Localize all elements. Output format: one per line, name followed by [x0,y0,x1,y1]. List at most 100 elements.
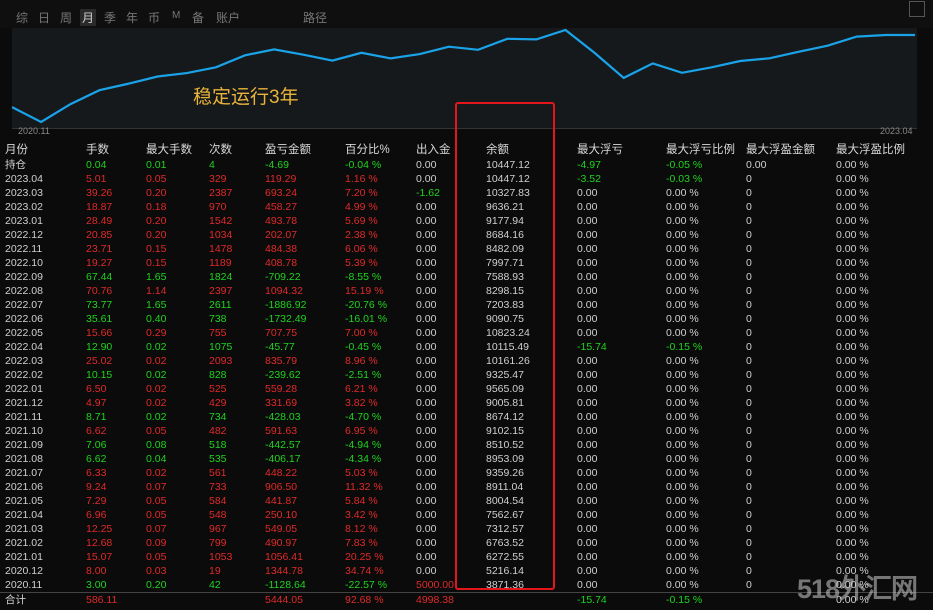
cell-deposit: 0.00 [416,369,437,381]
col-header-max-floating-profit-ratio[interactable]: 最大浮盈比例 [836,144,905,156]
tab-summary[interactable]: 综 [16,11,29,25]
cell-max-lots: 0.04 [146,453,167,465]
cell-balance: 9636.21 [486,201,524,213]
table-row[interactable]: 2023.04 5.01 0.05 329 119.29 1.16 % 0.00 10447.… [3,172,918,186]
tab-magic[interactable]: M [172,10,181,21]
table-row[interactable]: 2021.02 12.68 0.09 799 490.97 7.83 % 0.00 6763.… [3,536,918,550]
table-row[interactable]: 2022.12 20.85 0.20 1034 202.07 2.38 % 0.00 8684… [3,228,918,242]
table-row[interactable]: 2020.12 8.00 0.03 19 1344.78 34.74 % 0.00 5216.… [3,564,918,578]
cell-percent: 4.99 % [345,201,378,213]
path-label[interactable]: 路径 [303,11,328,25]
cell-max-floating-loss: 0.00 [577,523,598,535]
cell-lots: 5.01 [86,173,107,185]
cell-balance: 10161.26 [486,355,530,367]
table-row[interactable]: 2022.08 70.76 1.14 2397 1094.32 15.19 % 0.00 82… [3,284,918,298]
tab-day[interactable]: 日 [38,11,51,25]
cell-balance: 8911.04 [486,481,524,493]
table-row[interactable]: 2021.12 4.97 0.02 429 331.69 3.82 % 0.00 9005.8… [3,396,918,410]
table-row[interactable]: 2022.03 25.02 0.02 2093 835.79 8.96 % 0.00 1016… [3,354,918,368]
table-row[interactable]: 2022.07 73.77 1.65 2611 -1886.92 -20.76 % 0.00… [3,298,918,312]
table-row[interactable]: 2022.02 10.15 0.02 828 -239.62 -2.51 % 0.00 932… [3,368,918,382]
cell-max-floating-profit-ratio: 0.00 % [836,257,869,269]
cell-month: 2021.11 [5,411,43,423]
tab-quarter[interactable]: 季 [104,11,117,25]
cell-percent: 5.69 % [345,215,378,227]
col-header-balance[interactable]: 余额 [486,144,509,156]
cell-month: 2022.08 [5,285,43,297]
col-header-deposit[interactable]: 出入金 [416,144,451,156]
cell-max-floating-loss-ratio: 0.00 % [666,453,699,465]
table-row[interactable]: 2022.05 15.66 0.29 755 707.75 7.00 % 0.00 10823… [3,326,918,340]
cell-pnl: -1128.64 [265,579,306,591]
table-row[interactable]: 2022.10 19.27 0.15 1189 408.78 5.39 % 0.00 7997… [3,256,918,270]
cell-month: 持仓 [5,159,26,171]
cell-max-floating-loss: 0.00 [577,453,598,465]
tab-year[interactable]: 年 [126,11,139,25]
cell-max-floating-loss: 0.00 [577,565,598,577]
table-row[interactable]: 2023.03 39.26 0.20 2387 693.24 7.20 % -1.62 103… [3,186,918,200]
cell-max-floating-loss: 0.00 [577,355,598,367]
cell-max-floating-loss-ratio: 0.00 % [666,579,699,591]
cell-max-lots: 0.40 [146,313,167,325]
col-header-percent[interactable]: 百分比% [345,144,390,156]
tab-note[interactable]: 备 [192,11,205,25]
table-row[interactable]: 2022.04 12.90 0.02 1075 -45.77 -0.45 % 0.00 101… [3,340,918,354]
col-header-max-floating-profit[interactable]: 最大浮盈金额 [746,144,815,156]
cell-max-floating-profit-ratio: 0.00 % [836,579,869,591]
table-row[interactable]: 2020.11 3.00 0.20 42 -1128.64 -22.57 % 5000.00… [3,578,918,592]
cell-max-floating-loss: 0.00 [577,495,598,507]
col-header-pnl[interactable]: 盈亏金额 [265,144,311,156]
col-header-count[interactable]: 次数 [209,144,232,156]
table-row[interactable]: 2022.11 23.71 0.15 1478 484.38 6.06 % 0.00 8482… [3,242,918,256]
cell-deposit: 0.00 [416,551,437,563]
cell-max-floating-profit: 0 [746,229,752,241]
cell-deposit: 0.00 [416,453,437,465]
cell-balance: 8004.54 [486,495,524,507]
chart-start-label: 2020.11 [18,126,50,136]
table-row[interactable]: 2021.09 7.06 0.08 518 -442.57 -4.94 % 0.00 8510… [3,438,918,452]
col-header-max-lots[interactable]: 最大手数 [146,144,192,156]
cell-deposit: 0.00 [416,299,437,311]
table-row[interactable]: 2021.10 6.62 0.05 482 591.63 6.95 % 0.00 9102.1… [3,424,918,438]
table-row[interactable]: 持仓 0.04 0.01 4 -4.69 -0.04 % 0.00 10447.12 -4.97… [3,158,918,172]
table-row[interactable]: 2021.07 6.33 0.02 561 448.22 5.03 % 0.00 9359.2… [3,466,918,480]
table-row[interactable]: 2021.04 6.96 0.05 548 250.10 3.42 % 0.00 7562.6… [3,508,918,522]
cell-max-floating-loss-ratio: 0.00 % [666,495,699,507]
cell-max-floating-loss-ratio: 0.00 % [666,439,699,451]
tab-week[interactable]: 周 [60,11,73,25]
window-box-icon[interactable] [909,1,925,17]
table-row[interactable]: 2022.06 35.61 0.40 738 -1732.49 -16.01 % 0.00 9… [3,312,918,326]
table-row[interactable]: 2023.01 28.49 0.20 1542 493.78 5.69 % 0.00 9177… [3,214,918,228]
cell-month: 2021.04 [5,509,43,521]
col-header-max-floating-loss-ratio[interactable]: 最大浮亏比例 [666,144,735,156]
cell-max-floating-loss: 0.00 [577,509,598,521]
table-row[interactable]: 2021.05 7.29 0.05 584 441.87 5.84 % 0.00 8004.5… [3,494,918,508]
balance-highlight-box [455,102,555,590]
table-row[interactable]: 2023.02 18.87 0.18 970 458.27 4.99 % 0.00 9636.… [3,200,918,214]
cell-pnl: 707.75 [265,327,298,339]
table-row[interactable]: 2021.01 15.07 0.05 1053 1056.41 20.25 % 0.00 62… [3,550,918,564]
table-row[interactable]: 2022.01 6.50 0.02 525 559.28 6.21 % 0.00 9565.0… [3,382,918,396]
cell-month: 2021.10 [5,425,43,437]
tab-month[interactable]: 月 [80,9,97,26]
table-row[interactable]: 2021.08 6.62 0.04 535 -406.17 -4.34 % 0.00 8953… [3,452,918,466]
tab-account[interactable]: 账户 [216,11,241,25]
col-header-max-floating-loss[interactable]: 最大浮亏 [577,144,623,156]
tab-currency[interactable]: 币 [148,11,161,25]
cell-lots: 19.27 [86,257,113,269]
table-row[interactable]: 2021.06 9.24 0.07 733 906.50 11.32 % 0.00 8911.… [3,480,918,494]
cell-month: 2021.03 [5,523,43,535]
cell-balance: 9359.26 [486,467,524,479]
col-header-month[interactable]: 月份 [5,144,28,156]
cell-deposit: 0.00 [416,439,437,451]
cell-month: 2021.06 [5,481,43,493]
table-row[interactable]: 2022.09 67.44 1.65 1824 -709.22 -8.55 % 0.00 75… [3,270,918,284]
cell-max-lots: 0.07 [146,481,167,493]
cell-percent: 6.21 % [345,383,378,395]
cell-deposit: -1.62 [416,187,440,199]
cell-max-floating-loss: 0.00 [577,299,598,311]
table-row[interactable]: 2021.03 12.25 0.07 967 549.05 8.12 % 0.00 7312.… [3,522,918,536]
table-row[interactable]: 2021.11 8.71 0.02 734 -428.03 -4.70 % 0.00 8674… [3,410,918,424]
col-header-lots[interactable]: 手数 [86,144,109,156]
cell-lots: 6.33 [86,467,107,479]
